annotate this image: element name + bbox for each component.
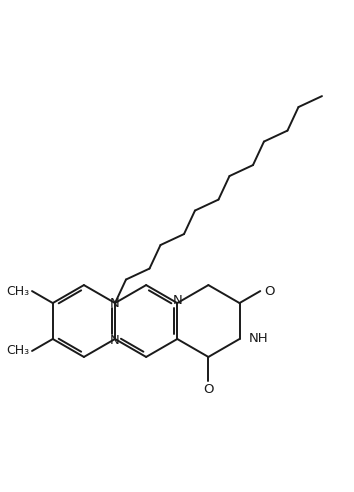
Text: CH₃: CH₃ <box>6 284 29 298</box>
Text: NH: NH <box>249 333 268 345</box>
Text: CH₃: CH₃ <box>6 344 29 358</box>
Text: O: O <box>203 383 213 397</box>
Text: N: N <box>110 335 120 347</box>
Text: O: O <box>264 284 274 298</box>
Text: N: N <box>172 294 182 307</box>
Text: N: N <box>110 297 120 309</box>
